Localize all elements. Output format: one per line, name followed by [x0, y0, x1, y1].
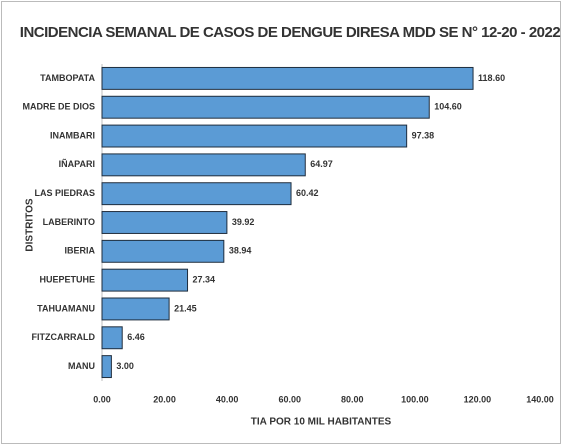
y-tick-label: FITZCARRALD	[32, 332, 96, 342]
x-tick-label: 0.00	[93, 394, 111, 404]
bar	[101, 95, 430, 119]
x-axis-title: TIA POR 10 MIL HABITANTES	[251, 417, 392, 428]
x-tick-label: 40.00	[216, 394, 239, 404]
x-tick-label: 100.00	[401, 394, 429, 404]
y-tick-label: LABERINTO	[43, 217, 95, 227]
bar	[101, 153, 306, 177]
bar	[101, 355, 112, 379]
y-tick-label: HUEPETUHE	[39, 275, 95, 285]
y-tick-label: TAMBOPATA	[40, 73, 95, 83]
bar	[101, 66, 474, 90]
bar	[101, 211, 228, 234]
value-label: 39.92	[232, 217, 255, 227]
y-tick-label: TAHUAMANU	[37, 303, 95, 313]
bar	[101, 268, 189, 292]
bar	[101, 182, 292, 206]
chart-title: INCIDENCIA SEMANAL DE CASOS DE DENGUE DI…	[20, 24, 561, 41]
x-tick-label: 120.00	[464, 394, 492, 404]
x-tick-label: 20.00	[153, 394, 176, 404]
bar	[101, 297, 170, 321]
y-tick-label: IBERIA	[64, 246, 95, 256]
y-axis-title: DISTRITOS	[25, 198, 36, 251]
y-tick-label: MANU	[68, 361, 95, 371]
value-label: 27.34	[193, 275, 216, 285]
value-label: 3.00	[116, 361, 134, 371]
y-tick-label: INAMBARI	[50, 130, 95, 140]
value-label: 60.42	[296, 188, 319, 198]
x-tick-label: 140.00	[526, 394, 554, 404]
x-tick-label: 80.00	[341, 394, 364, 404]
value-label: 118.60	[478, 73, 505, 83]
x-tick-label: 60.00	[278, 394, 301, 404]
bar	[101, 124, 408, 148]
value-label: 97.38	[412, 130, 435, 140]
value-label: 21.45	[174, 303, 197, 313]
value-label: 104.60	[434, 102, 462, 112]
bar	[101, 326, 123, 350]
value-label: 38.94	[229, 246, 252, 256]
value-label: 6.46	[127, 332, 145, 342]
bar	[101, 239, 225, 263]
y-tick-label: IÑAPARI	[59, 159, 95, 169]
y-tick-label: MADRE DE DIOS	[22, 102, 95, 112]
y-tick-label: LAS PIEDRAS	[34, 188, 95, 198]
value-label: 64.97	[310, 159, 333, 169]
